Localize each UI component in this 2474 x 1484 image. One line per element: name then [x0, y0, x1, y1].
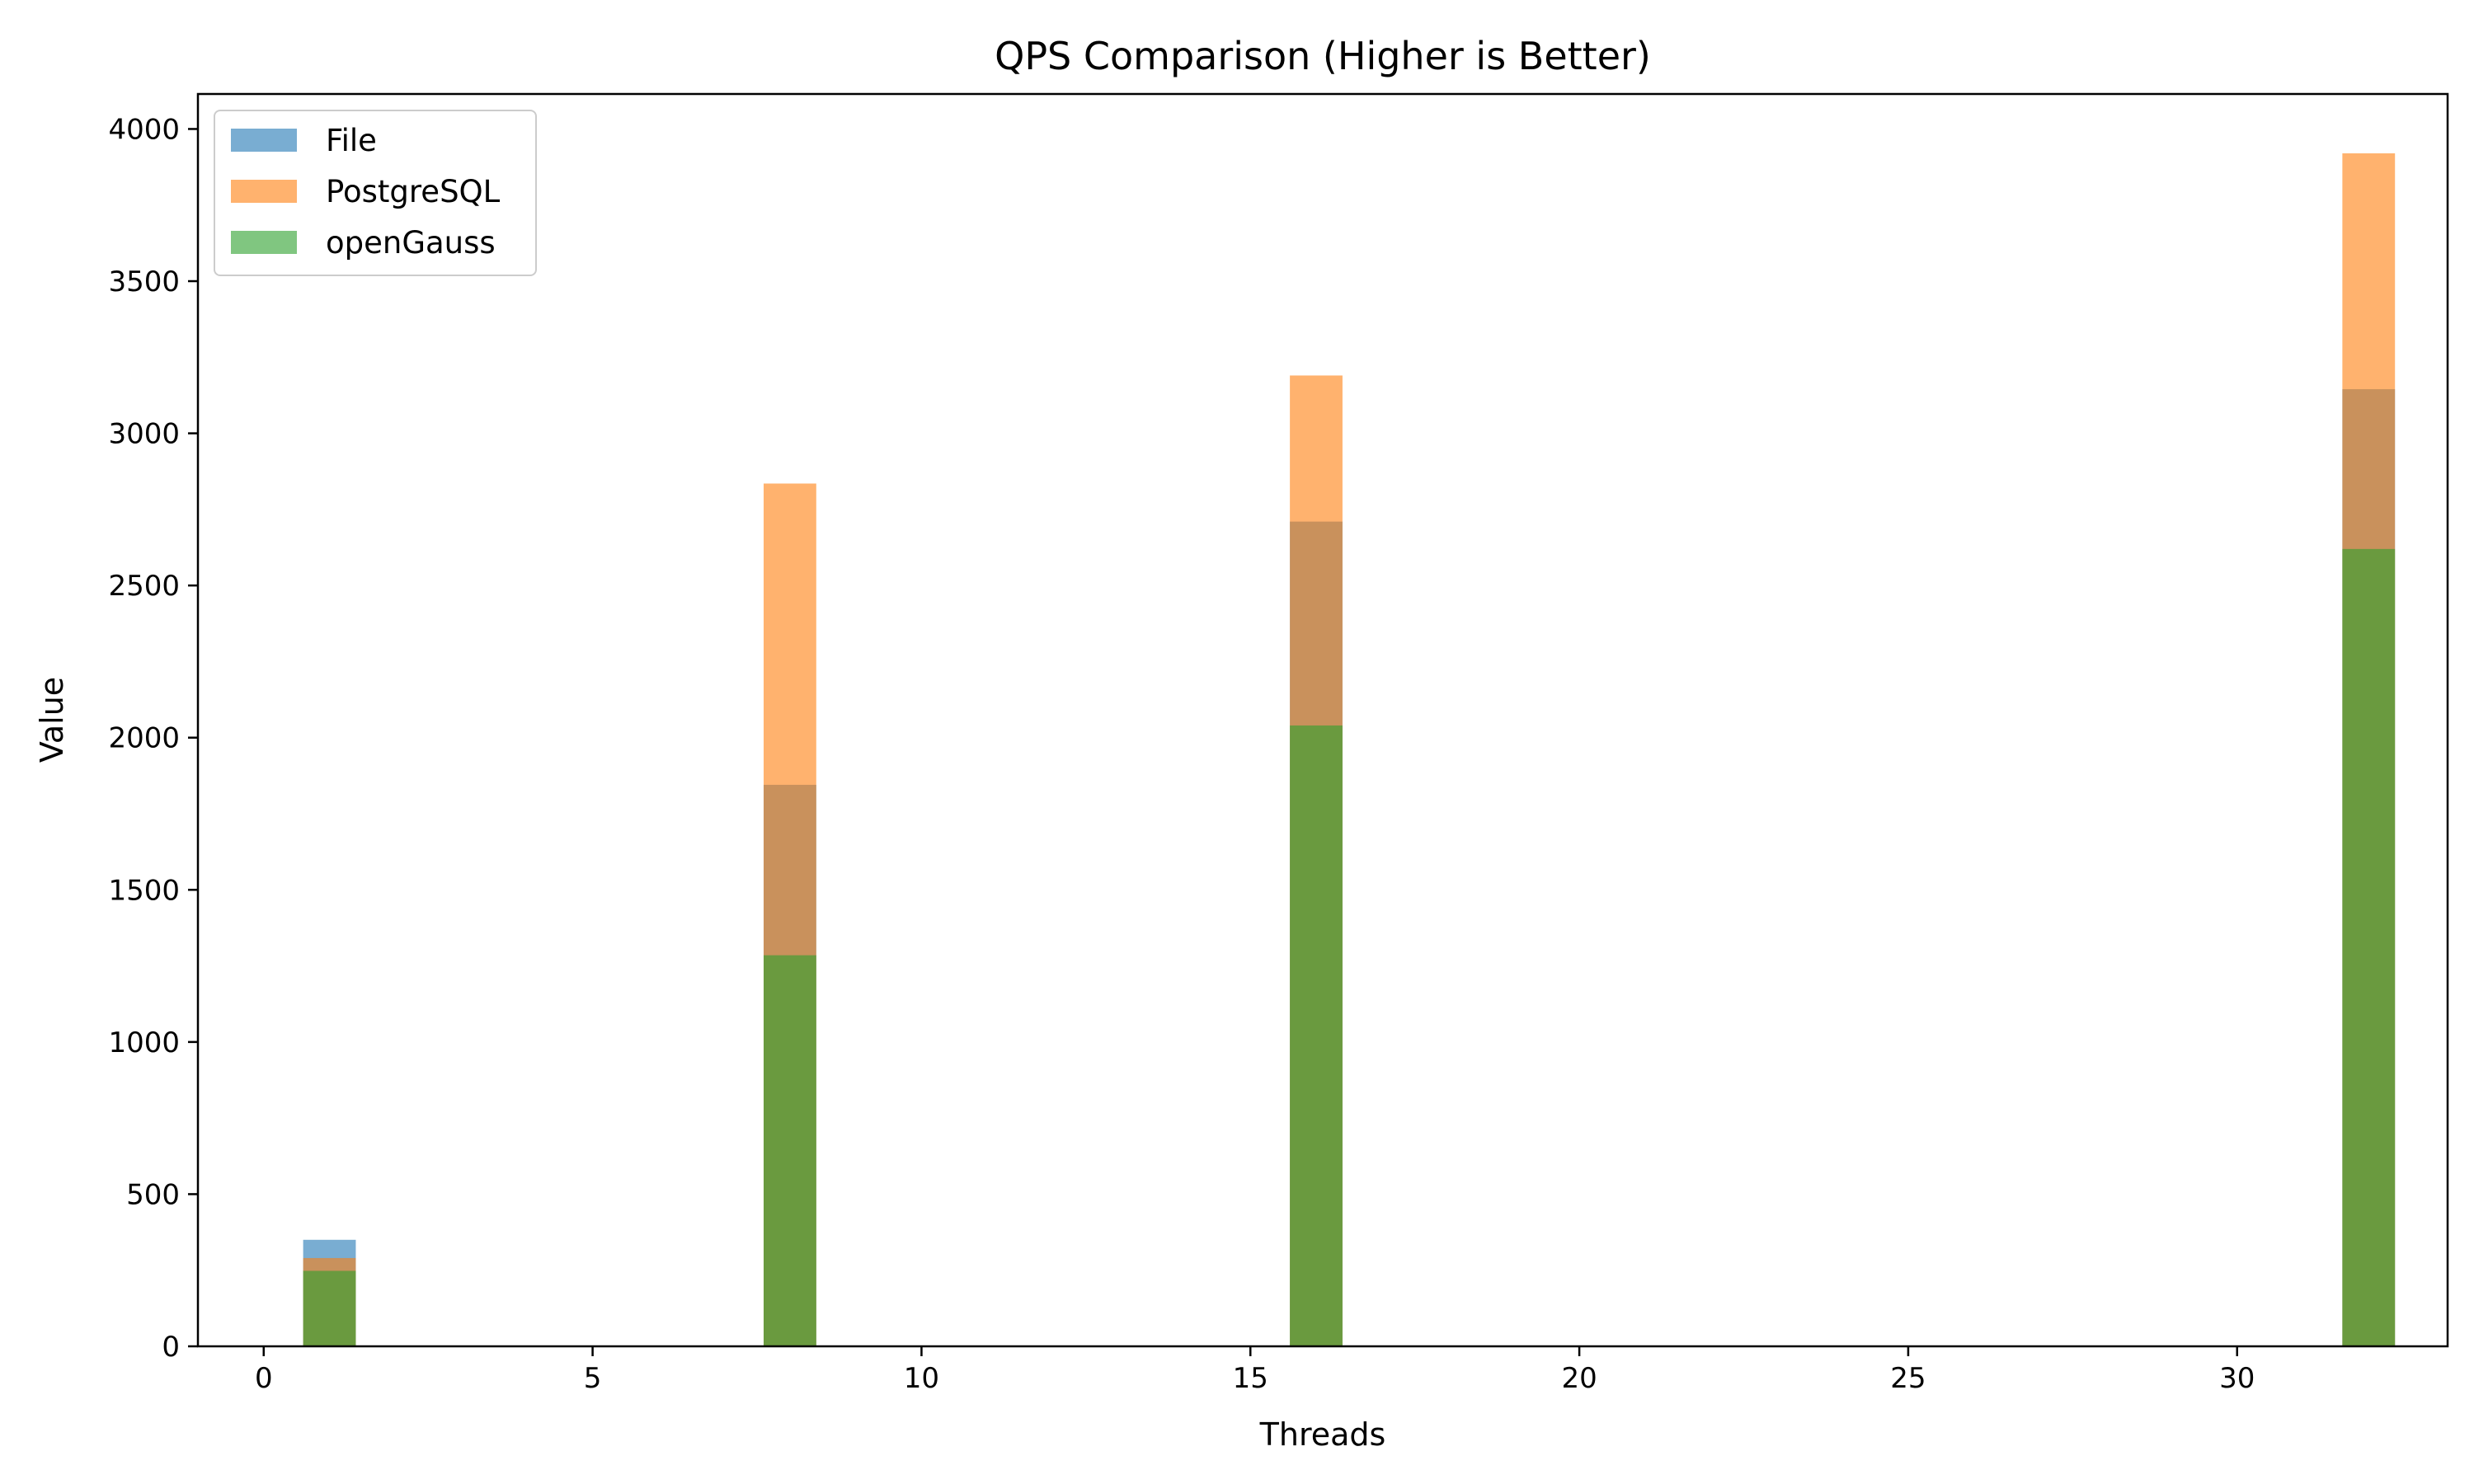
y-tick-label: 1500 — [108, 874, 180, 907]
bar-opengauss-8 — [763, 955, 816, 1346]
x-tick-label: 15 — [1233, 1362, 1268, 1395]
y-tick-label: 500 — [126, 1178, 180, 1211]
y-tick-label: 2500 — [108, 570, 180, 603]
bar-opengauss-32 — [2342, 548, 2396, 1346]
x-axis-label: Threads — [1259, 1416, 1386, 1453]
x-tick-label: 10 — [904, 1362, 939, 1395]
x-axis: 0 5 10 15 20 25 30 — [255, 1346, 2255, 1395]
y-tick-label: 0 — [162, 1331, 180, 1364]
y-tick-label: 1000 — [108, 1026, 180, 1059]
y-tick-label: 2000 — [108, 722, 180, 755]
chart-title: QPS Comparison (Higher is Better) — [995, 34, 1651, 78]
x-tick-label: 20 — [1561, 1362, 1597, 1395]
y-tick-label: 4000 — [108, 113, 180, 146]
legend: File PostgreSQL openGauss — [214, 110, 537, 276]
x-tick-label: 0 — [255, 1362, 273, 1395]
y-tick-label: 3500 — [108, 265, 180, 298]
legend-swatch-file — [231, 129, 297, 152]
legend-swatch-opengauss — [231, 231, 297, 254]
y-axis: 0 500 1000 1500 2000 2500 3000 3500 4000 — [108, 113, 198, 1364]
bars-layer — [303, 153, 2396, 1346]
y-axis-label: Value — [34, 677, 70, 763]
x-tick-label: 25 — [1890, 1362, 1926, 1395]
plot-frame — [196, 92, 2449, 1348]
x-tick-label: 30 — [2219, 1362, 2255, 1395]
legend-swatch-postgresql — [231, 180, 297, 203]
legend-label-file: File — [326, 123, 377, 158]
legend-label-postgresql: PostgreSQL — [326, 174, 501, 209]
legend-label-opengauss: openGauss — [326, 225, 496, 261]
bar-opengauss-1 — [303, 1270, 356, 1346]
x-tick-label: 5 — [584, 1362, 602, 1395]
y-tick-label: 3000 — [108, 418, 180, 451]
bar-opengauss-16 — [1290, 725, 1343, 1346]
